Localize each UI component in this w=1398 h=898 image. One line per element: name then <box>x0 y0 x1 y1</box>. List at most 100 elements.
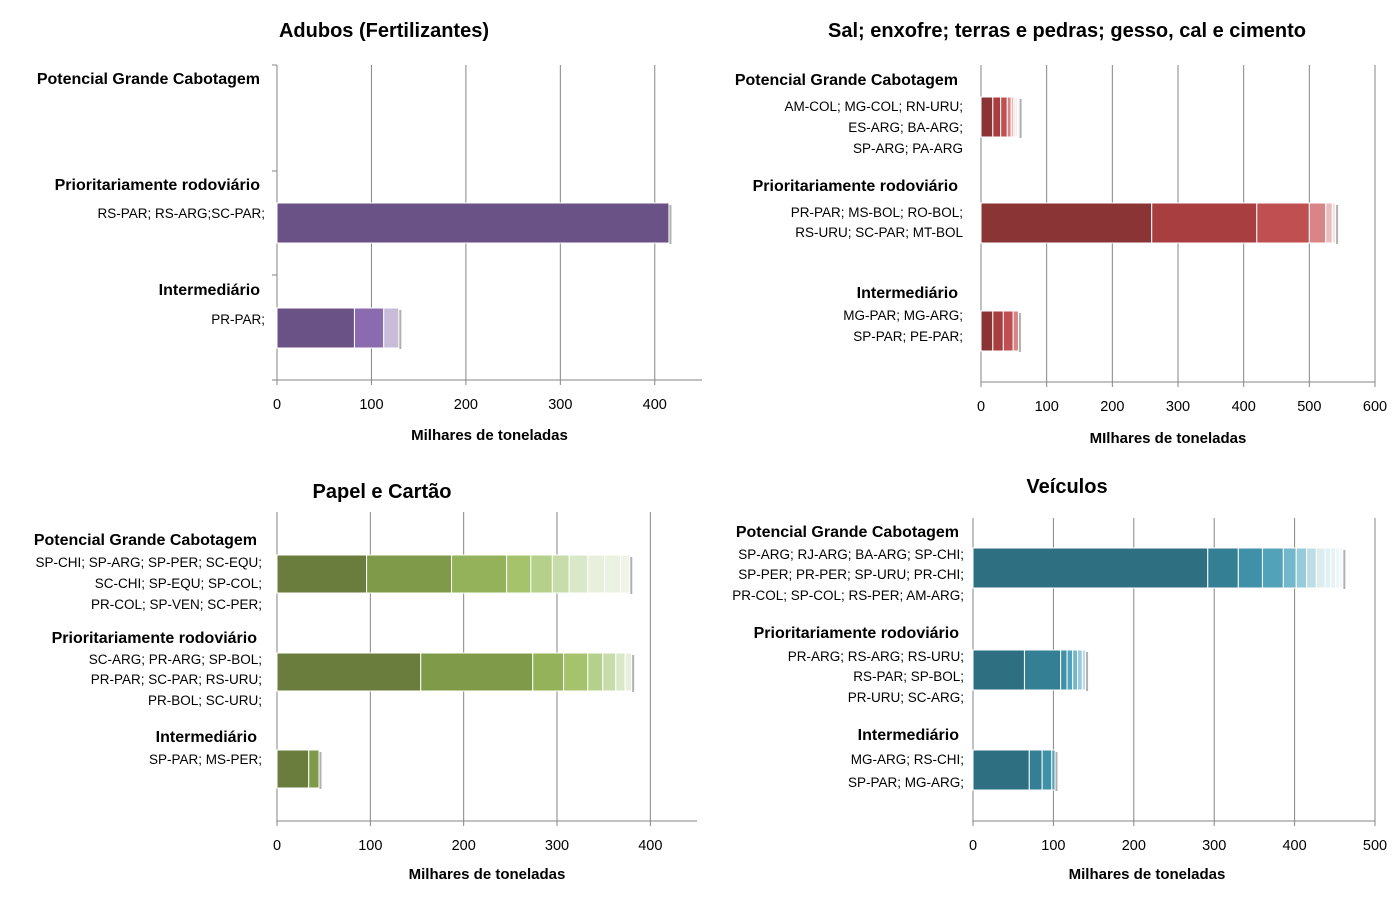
route-label: MG-ARG; RS-CHI; <box>851 752 964 767</box>
x-axis-label: Milhares de toneladas <box>409 866 566 883</box>
route-label: SP-CHI; SP-ARG; SP-PER; SC-EQU; <box>35 555 262 570</box>
x-tick-label: 300 <box>1202 838 1226 854</box>
bar-segment <box>276 307 355 349</box>
bar-segment <box>1081 649 1087 691</box>
category-label: Potencial Grande Cabotagem <box>37 71 260 88</box>
x-tick-label: 300 <box>545 838 569 854</box>
bar-segment <box>1051 749 1056 791</box>
bar-segment <box>568 554 589 594</box>
bar-segment <box>1330 547 1337 589</box>
route-label: MG-PAR; MG-ARG; <box>843 308 963 323</box>
bar-segment <box>980 96 994 138</box>
category-label: Intermediário <box>156 729 258 746</box>
bar-segment <box>563 652 589 692</box>
route-label: SP-ARG; RJ-ARG; BA-ARG; SP-CHI; <box>738 547 964 562</box>
chart-sal-enxofre-svg: Sal; enxofre; terras e pedras; gesso, ca… <box>735 20 1387 447</box>
bar-segment <box>972 649 1025 691</box>
category-label: Potencial Grande Cabotagem <box>735 72 958 89</box>
bar-segment <box>619 554 631 594</box>
route-label: SP-PER; PR-PER; SP-URU; PR-CHI; <box>738 567 964 582</box>
x-tick-label: 500 <box>1297 399 1321 415</box>
bar-segment <box>602 652 617 692</box>
bar-segment <box>615 652 626 692</box>
bar-segment <box>276 554 368 594</box>
x-tick-label: 0 <box>977 399 985 415</box>
route-label: PR-PAR; <box>211 312 265 327</box>
bar-segment <box>1339 547 1344 589</box>
route-label: PR-URU; SC-ARG; <box>848 690 964 705</box>
bar-segment <box>1315 547 1326 589</box>
bar-segment <box>551 554 570 594</box>
route-label: RS-URU; SC-PAR; MT-BOL <box>795 225 963 240</box>
bar-segment <box>383 307 400 349</box>
route-label: SP-PAR; MS-PER; <box>149 752 262 767</box>
bar-segment <box>1308 202 1327 244</box>
bar-segment <box>1331 202 1337 244</box>
bar-segment <box>1282 547 1297 589</box>
bar-segment <box>353 307 385 349</box>
x-tick-label: 100 <box>358 838 382 854</box>
route-label: SC-CHI; SP-EQU; SP-COL; <box>95 576 262 591</box>
bar-segment <box>972 547 1209 589</box>
bar-segment <box>980 202 1153 244</box>
bar-segment <box>1295 547 1308 589</box>
x-axis-label: Milhares de toneladas <box>1069 866 1226 883</box>
category-label: Potencial Grande Cabotagem <box>34 532 257 549</box>
x-tick-label: 0 <box>273 838 281 854</box>
bar-segment <box>604 554 621 594</box>
route-label: PR-PAR; MS-BOL; RO-BOL; <box>791 205 963 220</box>
chart-veiculos-svg: Veículos 0 100 200 300 400 500 Milhares de tone… <box>732 476 1387 883</box>
x-tick-label: 0 <box>969 838 977 854</box>
bar-segment <box>980 310 994 352</box>
route-label: SP-PAR; PE-PAR; <box>853 329 963 344</box>
bar-segment <box>276 749 310 789</box>
bar-segment <box>972 749 1030 791</box>
x-tick-label: 600 <box>1363 399 1387 415</box>
category-label: Intermediário <box>857 285 959 302</box>
x-tick-label: 400 <box>643 397 667 413</box>
bar-segment <box>587 554 606 594</box>
x-tick-label: 200 <box>1122 838 1146 854</box>
route-label: PR-COL; SP-VEN; SC-PER; <box>91 597 262 612</box>
x-tick-label: 100 <box>1035 399 1059 415</box>
x-axis-label: MIlhares de toneladas <box>1090 430 1247 447</box>
bar-segment <box>1006 96 1012 138</box>
category-label: Prioritariamente rodoviário <box>52 630 258 647</box>
x-axis-label: Milhares de toneladas <box>411 427 568 444</box>
bar-segment <box>530 554 553 594</box>
route-label: PR-ARG; RS-ARG; RS-URU; <box>788 649 964 664</box>
bar-segment <box>1072 649 1079 691</box>
bar-segment <box>308 749 320 789</box>
chart-title: Veículos <box>1026 476 1107 498</box>
x-tick-label: 400 <box>1232 399 1256 415</box>
bar-segment <box>1066 649 1074 691</box>
bar-segment <box>366 554 453 594</box>
x-tick-label: 200 <box>1100 399 1124 415</box>
route-label: PR-BOL; SC-URU; <box>148 693 262 708</box>
bar-segment <box>1077 649 1083 691</box>
bar-segment <box>1237 547 1263 589</box>
x-tick-label: 300 <box>1166 399 1190 415</box>
x-tick-label: 0 <box>273 397 281 413</box>
bar-segment <box>506 554 532 594</box>
route-label: SP-PAR; MG-ARG; <box>848 775 964 790</box>
bar-segment <box>1041 749 1053 791</box>
x-tick-label: 500 <box>1363 838 1387 854</box>
bar-segment <box>1023 649 1062 691</box>
bar-segment <box>532 652 565 692</box>
bar-segment <box>1028 749 1043 791</box>
chart-papel-cartao: Papel e Cartão 0 100 200 300 400 Milhares de t… <box>0 449 699 898</box>
x-tick-label: 400 <box>1282 838 1306 854</box>
bar-segment <box>992 96 1002 138</box>
x-tick-label: 100 <box>1041 838 1065 854</box>
bar-segment <box>1002 310 1014 352</box>
x-tick-label: 300 <box>548 397 572 413</box>
bar-segment <box>276 652 422 692</box>
bar-segment <box>1012 310 1019 352</box>
chart-title: Papel e Cartão <box>313 481 452 503</box>
x-tick-label: 200 <box>454 397 478 413</box>
bar-segment <box>992 310 1004 352</box>
x-tick-label: 400 <box>638 838 662 854</box>
bar-segment <box>1207 547 1239 589</box>
category-label: Intermediário <box>858 727 960 744</box>
